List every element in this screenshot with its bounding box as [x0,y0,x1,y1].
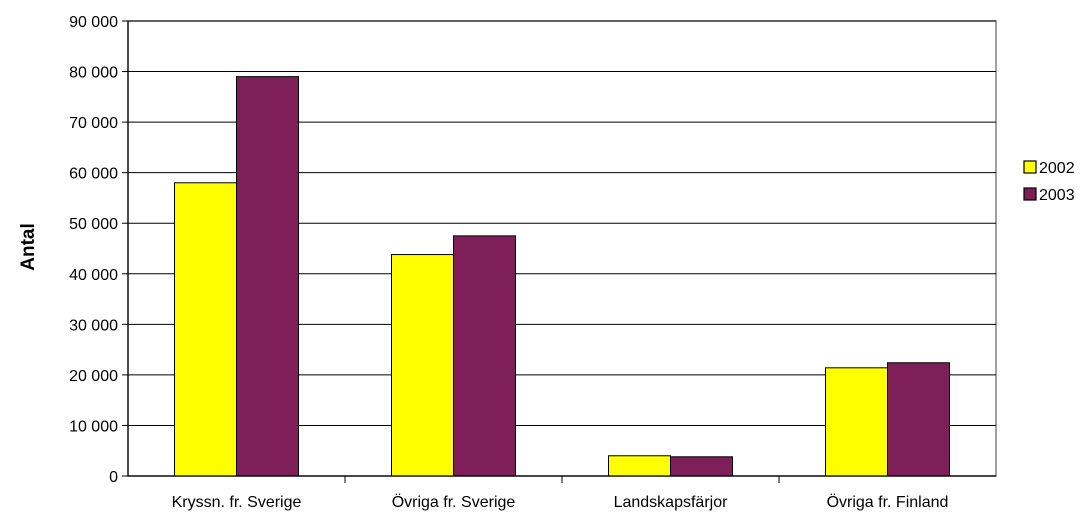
bar-2003-1 [453,235,516,477]
bars [174,76,950,477]
x-tick-label: Landskapsfärjor [614,494,729,511]
legend-label-2002: 2002 [1039,160,1075,177]
bar-2002-2 [608,455,671,477]
y-tick-label: 40 000 [69,267,118,284]
x-axis-ticks: Kryssn. fr. Sverige Övriga fr. Sverige Lan… [128,475,996,511]
legend-label-2003: 2003 [1039,187,1075,204]
y-tick-label: 80 000 [69,65,118,82]
x-tick-label: Övriga fr. Sverige [392,493,516,511]
y-tick-label: 90 000 [69,14,118,31]
legend: 2002 2003 [1023,160,1075,204]
legend-swatch-2002 [1023,160,1037,174]
x-tick-label: Kryssn. fr. Sverige [172,494,302,511]
bar-2002-1 [391,254,454,477]
y-tick-label: 50 000 [69,216,118,233]
y-axis-title: Antal [18,223,39,271]
y-tick-label: 0 [109,469,118,486]
y-axis-ticks: 0 10 000 20 000 30 000 40 000 50 000 60 000 70 … [69,14,129,486]
y-tick-label: 10 000 [69,418,118,435]
y-tick-label: 60 000 [69,166,118,183]
legend-swatch-2003 [1023,187,1037,201]
y-tick-label: 20 000 [69,368,118,385]
y-tick-label: 30 000 [69,317,118,334]
bar-2002-0 [174,182,237,477]
bar-2003-0 [236,76,299,477]
x-tick-label: Övriga fr. Finland [827,493,949,511]
bar-2002-3 [825,367,888,477]
bar-2003-2 [670,456,733,477]
y-tick-label: 70 000 [69,115,118,132]
bar-2003-3 [887,362,950,477]
